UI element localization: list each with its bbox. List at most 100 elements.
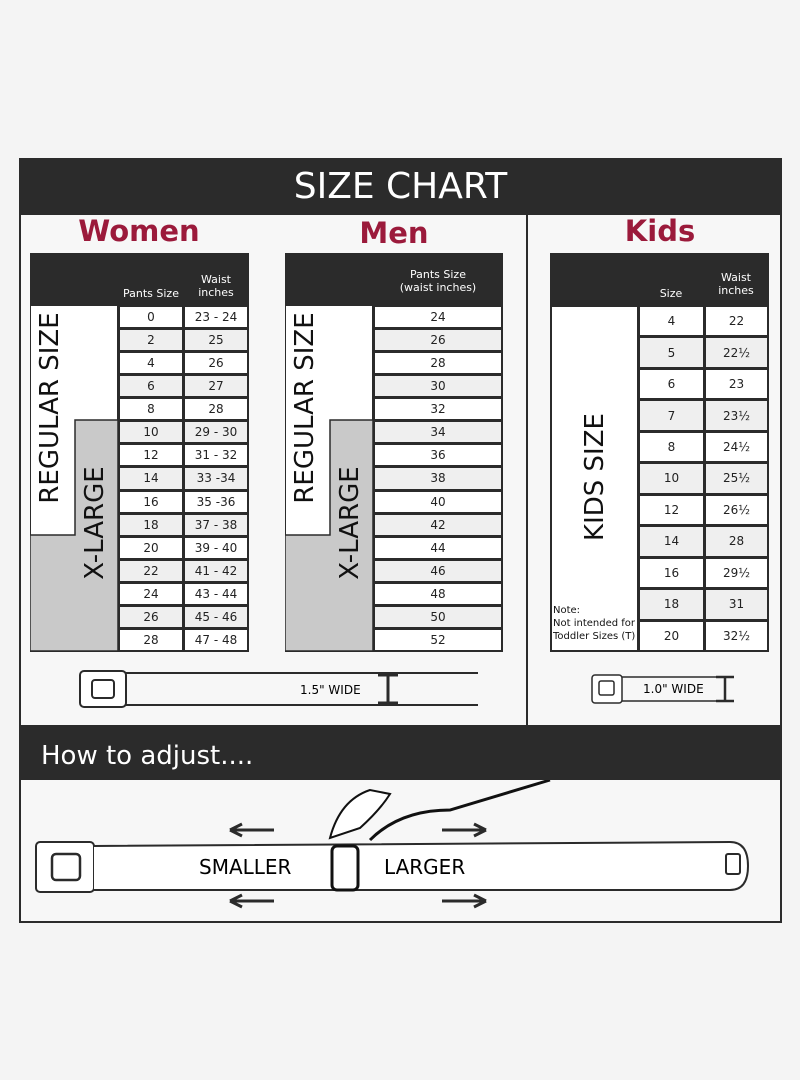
women-pants-size-cell: 14 <box>118 466 184 491</box>
men-pants-size-cell: 40 <box>373 489 503 514</box>
kids-waist-cell: 29½ <box>704 556 769 590</box>
women-pants-size-cell: 8 <box>118 397 184 422</box>
kids-size-cell: 14 <box>638 525 705 558</box>
women-waist-cell: 47 - 48 <box>183 627 249 652</box>
kids-waist-cell: 22½ <box>704 336 769 369</box>
women-pants-size-cell: 12 <box>118 443 184 468</box>
men-pants-size-cell: 42 <box>373 512 503 537</box>
kids-waist-cell: 32½ <box>704 619 769 652</box>
women-pants-size-cell: 16 <box>118 489 184 514</box>
kids-belt-width: 1.0" WIDE <box>643 682 704 696</box>
note-line: Toddler Sizes (T) <box>553 631 636 642</box>
men-pants-size-cell: 26 <box>373 328 503 353</box>
kids-belt-illustration <box>591 674 734 704</box>
waist-label: Waist <box>200 273 231 286</box>
kids-table-header: Size Waist inches <box>550 253 769 305</box>
women-pants-size-cell: 10 <box>118 420 184 445</box>
women-waist-cell: 23 - 24 <box>183 305 249 330</box>
women-pants-size-cell: 26 <box>118 604 184 629</box>
women-size-region <box>30 305 119 652</box>
women-pants-size-cell: 2 <box>118 328 184 353</box>
kids-waist-cell: 31 <box>704 588 769 621</box>
women-waist-cell: 41 - 42 <box>183 558 249 583</box>
kids-col-size: Size <box>659 287 683 300</box>
adjust-belt-illustration <box>35 780 750 909</box>
men-pants-size-cell: 34 <box>373 420 503 445</box>
women-waist-cell: 28 <box>183 397 249 422</box>
kids-size-cell: 5 <box>638 336 705 369</box>
kids-size-label: KIDS SIZE <box>580 413 610 541</box>
women-col-waist: Waist inches <box>183 273 249 299</box>
note-title: Note: <box>553 605 581 616</box>
kids-size-cell: 8 <box>638 430 705 464</box>
kids-size-cell: 16 <box>638 556 705 590</box>
kids-waist-cell: 24½ <box>704 430 769 464</box>
women-waist-cell: 37 - 38 <box>183 512 249 537</box>
men-pants-size-cell: 52 <box>373 627 503 652</box>
men-size-region <box>285 305 374 652</box>
note-line: Not intended for <box>553 618 636 629</box>
smaller-label: SMALLER <box>199 855 292 879</box>
women-waist-cell: 29 - 30 <box>183 420 249 445</box>
women-regular-size-label: REGULAR SIZE <box>35 312 65 504</box>
men-col-pants-size: Pants Size (waist inches) <box>373 268 503 294</box>
inches-label: inches <box>198 286 234 299</box>
women-waist-cell: 43 - 44 <box>183 581 249 606</box>
women-belt-illustration <box>79 670 478 708</box>
men-pants-size-cell: 24 <box>373 305 503 330</box>
women-pants-size-cell: 4 <box>118 351 184 376</box>
women-pants-size-cell: 20 <box>118 535 184 560</box>
women-xlarge-label: X-LARGE <box>80 466 110 580</box>
women-waist-cell: 27 <box>183 374 249 399</box>
women-pants-size-cell: 28 <box>118 627 184 652</box>
page-title: SIZE CHART <box>19 158 782 215</box>
men-pants-size-cell: 36 <box>373 443 503 468</box>
kids-size-cell: 4 <box>638 305 705 338</box>
waist-label: Waist <box>720 271 751 284</box>
women-waist-cell: 33 -34 <box>183 466 249 491</box>
men-title: Men <box>359 216 429 250</box>
men-pants-size-cell: 32 <box>373 397 503 422</box>
waist-inches-label: (waist inches) <box>399 281 477 294</box>
men-pants-size-cell: 46 <box>373 558 503 583</box>
women-table-header: Pants Size Waist inches <box>30 253 249 305</box>
women-pants-size-cell: 0 <box>118 305 184 330</box>
kids-size-region <box>550 305 639 652</box>
women-waist-cell: 31 - 32 <box>183 443 249 468</box>
women-pants-size-cell: 24 <box>118 581 184 606</box>
men-table-header: Pants Size (waist inches) <box>285 253 503 305</box>
how-to-adjust-title: How to adjust.... <box>19 725 782 780</box>
men-pants-size-cell: 50 <box>373 604 503 629</box>
kids-title: Kids <box>624 214 696 248</box>
kids-waist-cell: 23 <box>704 367 769 401</box>
men-pants-size-cell: 44 <box>373 535 503 560</box>
kids-waist-cell: 22 <box>704 305 769 338</box>
kids-size-cell: 7 <box>638 399 705 432</box>
women-col-pants-size: Pants Size <box>123 287 179 300</box>
men-pants-size-cell: 28 <box>373 351 503 376</box>
men-regular-size-label: REGULAR SIZE <box>290 312 320 504</box>
kids-waist-cell: 23½ <box>704 399 769 432</box>
larger-label: LARGER <box>384 855 466 879</box>
women-pants-size-cell: 6 <box>118 374 184 399</box>
women-title: Women <box>78 214 200 248</box>
women-waist-cell: 35 -36 <box>183 489 249 514</box>
women-belt-width: 1.5" WIDE <box>300 683 361 697</box>
women-waist-cell: 25 <box>183 328 249 353</box>
men-xlarge-label: X-LARGE <box>335 466 365 580</box>
men-pants-size-cell: 48 <box>373 581 503 606</box>
kids-size-cell: 10 <box>638 462 705 495</box>
women-pants-size-cell: 22 <box>118 558 184 583</box>
kids-size-cell: 6 <box>638 367 705 401</box>
women-waist-cell: 26 <box>183 351 249 376</box>
kids-waist-cell: 28 <box>704 525 769 558</box>
divider <box>526 215 528 727</box>
kids-size-cell: 20 <box>638 619 705 652</box>
kids-size-cell: 12 <box>638 493 705 527</box>
kids-waist-cell: 25½ <box>704 462 769 495</box>
kids-note: Note: Not intended for Toddler Sizes (T) <box>553 604 635 643</box>
inches-label: inches <box>718 284 754 297</box>
men-pants-size-cell: 38 <box>373 466 503 491</box>
men-pants-size-cell: 30 <box>373 374 503 399</box>
kids-size-cell: 18 <box>638 588 705 621</box>
